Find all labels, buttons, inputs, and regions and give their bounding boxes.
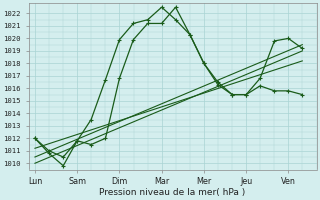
X-axis label: Pression niveau de la mer( hPa ): Pression niveau de la mer( hPa ) [100, 188, 246, 197]
